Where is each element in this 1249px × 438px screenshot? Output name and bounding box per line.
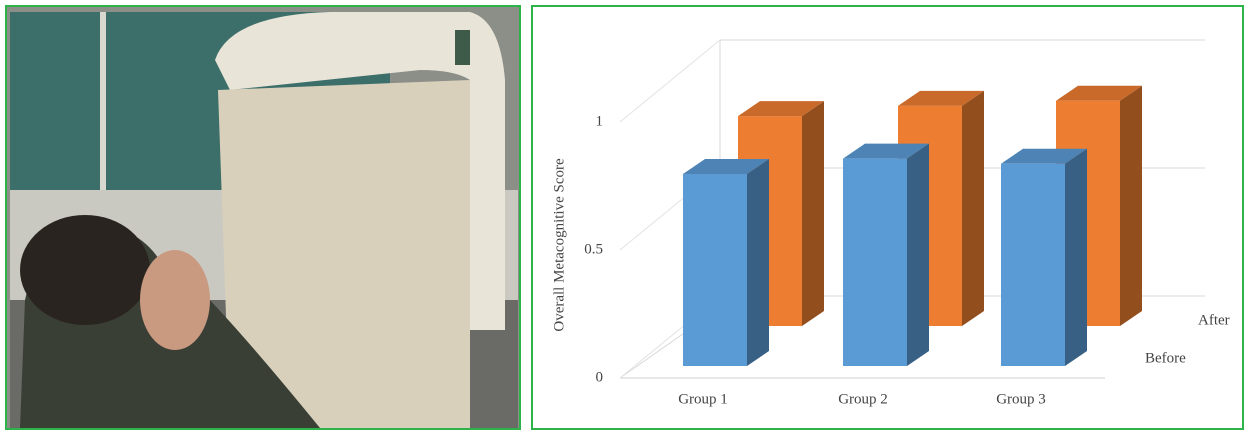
series-label: After xyxy=(1198,312,1230,328)
series-label: Before xyxy=(1145,350,1186,366)
x-tick-label: Group 3 xyxy=(996,391,1046,407)
bar-front xyxy=(843,158,907,366)
bar-side xyxy=(962,90,984,326)
y-axis-title: Overall Metacognitive Score xyxy=(551,158,567,332)
bar-front xyxy=(683,174,747,366)
x-tick-label: Group 1 xyxy=(678,391,728,407)
plot: 0 0.5 1 After Before Group 1 Group 2 Group 3 xyxy=(584,39,1230,407)
bar-side xyxy=(802,101,824,326)
y-tick-label: 0 xyxy=(596,369,604,385)
photo xyxy=(5,5,521,430)
y-tick-label: 0.5 xyxy=(584,241,603,257)
bar-top xyxy=(1056,85,1142,101)
bar-top xyxy=(843,143,929,159)
bar-side xyxy=(1065,148,1087,366)
bar-side xyxy=(1120,85,1142,326)
bar xyxy=(843,143,929,366)
bar-side xyxy=(907,143,929,366)
bar-top xyxy=(683,159,769,174)
bar-top xyxy=(1001,148,1087,164)
bar-front xyxy=(1001,163,1065,366)
bar-top xyxy=(898,90,984,106)
grid-line xyxy=(619,39,721,123)
bar xyxy=(683,159,769,366)
y-tick-label: 1 xyxy=(596,113,604,129)
x-tick-label: Group 2 xyxy=(838,391,888,407)
bar xyxy=(1001,148,1087,366)
bar-top xyxy=(738,101,824,117)
bar-side xyxy=(747,159,769,366)
